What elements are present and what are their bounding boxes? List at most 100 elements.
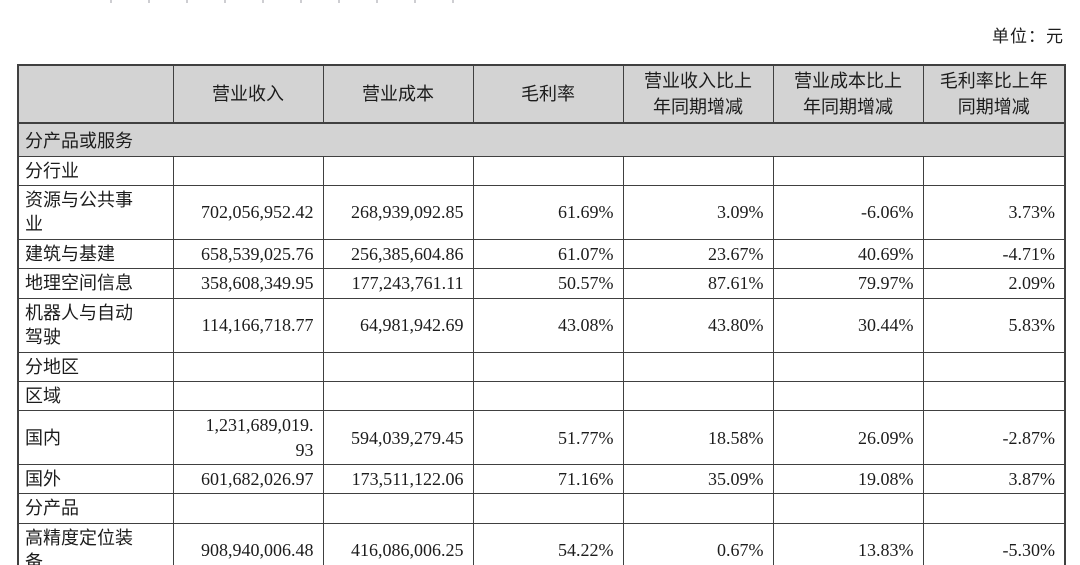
- cell-revenue: 601,682,026.97: [172, 464, 324, 495]
- cell-margin-yoy: -5.30%: [922, 522, 1066, 565]
- row-label: 分产品: [17, 493, 174, 524]
- row-label: 国外: [17, 464, 174, 495]
- cell-revenue: 658,539,025.76: [172, 238, 324, 270]
- table-row: 分地区: [17, 351, 1066, 382]
- cell-margin-yoy: [922, 380, 1066, 412]
- cell-margin: [472, 155, 624, 186]
- cell-cost: 256,385,604.86: [322, 238, 474, 270]
- cell-cost: 177,243,761.11: [322, 268, 474, 299]
- row-label: 资源与公共事 业: [17, 184, 174, 240]
- cell-revenue: 1,231,689,019. 93: [172, 410, 324, 466]
- cell-cost-yoy: 13.83%: [772, 522, 924, 565]
- cell-revenue: [172, 155, 324, 186]
- cell-cost: [322, 351, 474, 382]
- cell-revenue-yoy: 0.67%: [622, 522, 774, 565]
- cell-revenue: [172, 493, 324, 524]
- table-row: 高精度定位装 备 908,940,006.48 416,086,006.25 5…: [17, 522, 1066, 565]
- row-label: 分地区: [17, 351, 174, 382]
- table-row: 分行业: [17, 155, 1066, 186]
- cell-margin: 50.57%: [472, 268, 624, 299]
- table-row: 国外 601,682,026.97 173,511,122.06 71.16% …: [17, 464, 1066, 495]
- cell-cost: [322, 493, 474, 524]
- row-label: 分行业: [17, 155, 174, 186]
- cell-margin: [472, 380, 624, 412]
- section-row-by-product-or-service: 分产品或服务: [17, 122, 1066, 157]
- cell-margin-yoy: [922, 155, 1066, 186]
- cell-revenue: 908,940,006.48: [172, 522, 324, 565]
- section-label: 分产品或服务: [17, 122, 1066, 157]
- cell-margin: 61.69%: [472, 184, 624, 240]
- cell-margin-yoy: 3.73%: [922, 184, 1066, 240]
- unit-label: 单位：元: [992, 27, 1064, 46]
- cell-revenue: 702,056,952.42: [172, 184, 324, 240]
- header-revenue-yoy-change: 营业收入比上 年同期增减: [622, 64, 774, 124]
- cell-margin-yoy: -4.71%: [922, 238, 1066, 270]
- cell-margin: [472, 351, 624, 382]
- cell-margin-yoy: 2.09%: [922, 268, 1066, 299]
- cell-cost: 173,511,122.06: [322, 464, 474, 495]
- cell-cost-yoy: 79.97%: [772, 268, 924, 299]
- table-row: 机器人与自动 驾驶 114,166,718.77 64,981,942.69 4…: [17, 297, 1066, 353]
- cell-revenue-yoy: 87.61%: [622, 268, 774, 299]
- table-row: 国内 1,231,689,019. 93 594,039,279.45 51.7…: [17, 410, 1066, 466]
- row-label: 建筑与基建: [17, 238, 174, 270]
- row-label: 区域: [17, 380, 174, 412]
- cell-revenue: [172, 351, 324, 382]
- cell-revenue-yoy: 43.80%: [622, 297, 774, 353]
- header-cost-yoy-change: 营业成本比上 年同期增减: [772, 64, 924, 124]
- table-row: 建筑与基建 658,539,025.76 256,385,604.86 61.0…: [17, 238, 1066, 270]
- cell-margin-yoy: -2.87%: [922, 410, 1066, 466]
- cell-margin-yoy: 5.83%: [922, 297, 1066, 353]
- cropped-text-fragment: [110, 0, 460, 3]
- cell-revenue-yoy: 3.09%: [622, 184, 774, 240]
- row-label: 高精度定位装 备: [17, 522, 174, 565]
- cell-margin: 54.22%: [472, 522, 624, 565]
- cell-margin: 51.77%: [472, 410, 624, 466]
- cell-cost-yoy: [772, 351, 924, 382]
- header-operating-revenue: 营业收入: [172, 64, 324, 124]
- cell-margin-yoy: 3.87%: [922, 464, 1066, 495]
- table-row: 地理空间信息 358,608,349.95 177,243,761.11 50.…: [17, 268, 1066, 299]
- revenue-breakdown-table: 营业收入 营业成本 毛利率 营业收入比上 年同期增减 营业成本比上 年同期增减 …: [17, 64, 1066, 565]
- cell-cost-yoy: -6.06%: [772, 184, 924, 240]
- header-gross-margin: 毛利率: [472, 64, 624, 124]
- cell-cost: 268,939,092.85: [322, 184, 474, 240]
- header-empty: [17, 64, 174, 124]
- row-label: 机器人与自动 驾驶: [17, 297, 174, 353]
- cell-cost-yoy: 30.44%: [772, 297, 924, 353]
- table-row: 资源与公共事 业 702,056,952.42 268,939,092.85 6…: [17, 184, 1066, 240]
- cell-revenue-yoy: 18.58%: [622, 410, 774, 466]
- cell-cost: [322, 380, 474, 412]
- cell-cost: 594,039,279.45: [322, 410, 474, 466]
- cell-margin: 61.07%: [472, 238, 624, 270]
- cell-revenue-yoy: 23.67%: [622, 238, 774, 270]
- cell-cost-yoy: [772, 380, 924, 412]
- cell-revenue: [172, 380, 324, 412]
- table-row: 分产品: [17, 493, 1066, 524]
- cell-revenue: 358,608,349.95: [172, 268, 324, 299]
- cell-cost-yoy: 40.69%: [772, 238, 924, 270]
- header-operating-cost: 营业成本: [322, 64, 474, 124]
- cell-cost: [322, 155, 474, 186]
- cell-margin: 43.08%: [472, 297, 624, 353]
- cell-revenue-yoy: [622, 380, 774, 412]
- table-header-row: 营业收入 营业成本 毛利率 营业收入比上 年同期增减 营业成本比上 年同期增减 …: [17, 64, 1066, 124]
- cell-revenue-yoy: [622, 155, 774, 186]
- header-margin-yoy-change: 毛利率比上年 同期增减: [922, 64, 1066, 124]
- cell-margin-yoy: [922, 351, 1066, 382]
- cell-cost-yoy: 19.08%: [772, 464, 924, 495]
- cell-cost: 64,981,942.69: [322, 297, 474, 353]
- cell-margin: 71.16%: [472, 464, 624, 495]
- cell-cost-yoy: [772, 155, 924, 186]
- cell-cost-yoy: [772, 493, 924, 524]
- cell-cost: 416,086,006.25: [322, 522, 474, 565]
- cell-revenue-yoy: 35.09%: [622, 464, 774, 495]
- row-label: 国内: [17, 410, 174, 466]
- cell-revenue-yoy: [622, 351, 774, 382]
- cell-margin-yoy: [922, 493, 1066, 524]
- table-row: 区域: [17, 380, 1066, 412]
- cell-revenue: 114,166,718.77: [172, 297, 324, 353]
- row-label: 地理空间信息: [17, 268, 174, 299]
- cell-cost-yoy: 26.09%: [772, 410, 924, 466]
- cell-margin: [472, 493, 624, 524]
